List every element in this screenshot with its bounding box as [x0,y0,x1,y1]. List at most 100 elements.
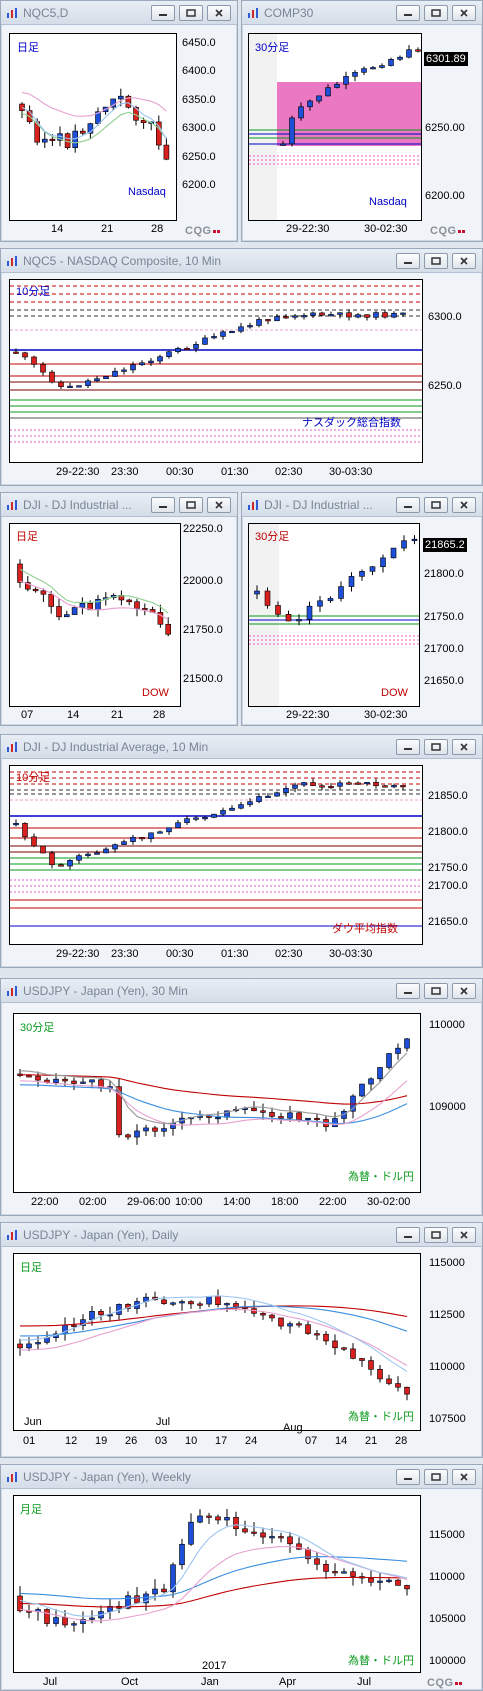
y-tick: 21700.0 [424,643,464,655]
bullish-candle [280,143,286,146]
minimize-button[interactable] [396,739,420,755]
title-bar[interactable]: NQC5,D [1,1,237,25]
minimize-button[interactable] [396,1469,420,1485]
close-button[interactable] [452,497,476,513]
price-plot[interactable]: 月足 為替・ドル円 2017 [13,1495,421,1673]
bullish-candle [206,1295,212,1305]
minimize-button[interactable] [151,5,175,21]
chart-window-usdjpy-daily[interactable]: USDJPY - Japan (Yen), Daily 日足 為替・ドル円 Ju… [0,1222,483,1458]
chart-window-usdjpy-weekly[interactable]: USDJPY - Japan (Yen), Weekly 月足 為替・ドル円 2… [0,1464,483,1691]
chart-window-dji-30min[interactable]: DJI - DJ Industrial ... 30分足 DOW 21865.2… [241,492,483,726]
price-plot[interactable]: 日足 Nasdaq [9,33,177,221]
maximize-button[interactable] [179,497,203,513]
bearish-candle [134,601,140,609]
chart-window-nasdaq-10min[interactable]: NQC5 - NASDAQ Composite, 10 Min 10分足 ナスダ… [0,248,483,486]
bullish-candle [334,83,340,88]
bearish-candle [260,1313,266,1316]
chart-window-nqc5-daily[interactable]: NQC5,D 日足 Nasdaq 6450.0 6400.0 6350.0 63… [0,0,238,242]
close-button[interactable] [452,739,476,755]
x-tick: 01:30 [221,948,249,960]
maximize-button[interactable] [424,497,448,513]
maximize-button[interactable] [424,739,448,755]
timeframe-label: 日足 [16,531,38,543]
instrument-footer: Nasdaq [369,196,407,208]
bullish-candle [71,1623,77,1626]
window-title: DJI - DJ Industrial ... [264,498,373,512]
title-bar[interactable]: COMP30 [242,1,482,25]
close-button[interactable] [452,1227,476,1243]
chart-window-dji-daily[interactable]: DJI - DJ Industrial ... 日足 DOW 22250.0 2… [0,492,238,726]
instrument-footer: DOW [142,687,169,699]
bearish-candle [116,1086,122,1136]
maximize-button[interactable] [424,253,448,269]
title-bar[interactable]: USDJPY - Japan (Yen), Weekly [1,1465,482,1489]
price-plot[interactable]: 30分足 DOW [248,523,420,707]
maximize-icon [431,257,441,265]
close-button[interactable] [207,5,231,21]
bullish-candle [130,364,136,371]
title-bar[interactable]: NQC5 - NASDAQ Composite, 10 Min [1,249,482,273]
minimize-button[interactable] [396,497,420,513]
price-plot[interactable]: 日足 DOW [9,523,181,707]
close-button[interactable] [207,497,231,513]
y-tick: 6200.00 [425,190,465,202]
chart-app-icon [7,500,17,510]
y-tick: 21750.0 [428,862,468,874]
y-tick: 105000 [429,1613,466,1625]
close-button[interactable] [452,983,476,999]
bullish-candle [296,619,302,622]
y-tick: 6250.0 [182,151,216,163]
bullish-candle [379,65,385,68]
title-bar[interactable]: DJI - DJ Industrial ... [1,493,237,517]
bullish-candle [118,95,124,100]
maximize-button[interactable] [424,1227,448,1243]
x-tick: 10 [185,1435,198,1447]
close-icon [460,987,468,995]
bearish-candle [152,1127,158,1132]
close-button[interactable] [452,5,476,21]
bearish-candle [323,1333,329,1342]
bearish-candle [395,1579,401,1586]
price-plot[interactable]: 10分足 ダウ平均指数 [9,765,423,945]
title-bar[interactable]: DJI - DJ Industrial ... [242,493,482,517]
title-bar[interactable]: USDJPY - Japan (Yen), Daily [1,1223,482,1247]
maximize-button[interactable] [179,5,203,21]
chart-window-dji-10min[interactable]: DJI - DJ Industrial Average, 10 Min 10分足… [0,734,483,968]
brand-name: CQG [430,225,457,237]
title-bar[interactable]: DJI - DJ Industrial Average, 10 Min [1,735,482,759]
moving-average-line [21,91,167,117]
maximize-button[interactable] [424,1469,448,1485]
bullish-candle [85,853,91,856]
x-tick: 01 [23,1435,36,1447]
window-title: NQC5 - NASDAQ Composite, 10 Min [23,254,222,268]
bearish-candle [40,590,47,595]
moving-average-line [20,1305,408,1337]
close-button[interactable] [452,1469,476,1485]
maximize-button[interactable] [424,5,448,21]
maximize-button[interactable] [424,983,448,999]
chart-window-comp30[interactable]: COMP30 30分足 Nasdaq 6301.89 6250.00 6200.… [241,0,483,242]
bullish-candle [287,1112,293,1119]
minimize-button[interactable] [396,5,420,21]
bullish-candle [107,1314,113,1317]
bullish-candle [283,788,289,794]
minimize-button[interactable] [396,253,420,269]
bearish-candle [25,582,31,590]
chart-app-icon [7,1230,17,1240]
chart-window-usdjpy-30min[interactable]: USDJPY - Japan (Yen), 30 Min 30分足 為替・ドル円… [0,978,483,1216]
close-button[interactable] [452,253,476,269]
minimize-button[interactable] [151,497,175,513]
price-plot[interactable]: 10分足 ナスダック総合指数 [9,279,423,463]
price-plot[interactable]: 30分足 為替・ドル円 [13,1013,421,1193]
close-icon [460,1231,468,1239]
price-plot[interactable]: 30分足 Nasdaq [248,33,422,221]
minimize-button[interactable] [396,1227,420,1243]
price-plot[interactable]: 日足 為替・ドル円 Jun Jul [13,1253,421,1431]
chart-app-icon [7,742,17,752]
maximize-icon [431,1473,441,1481]
title-bar[interactable]: USDJPY - Japan (Yen), 30 Min [1,979,482,1003]
bullish-candle [148,360,154,364]
x-tick: 02:30 [275,466,303,478]
minimize-button[interactable] [396,983,420,999]
close-icon [460,9,468,17]
